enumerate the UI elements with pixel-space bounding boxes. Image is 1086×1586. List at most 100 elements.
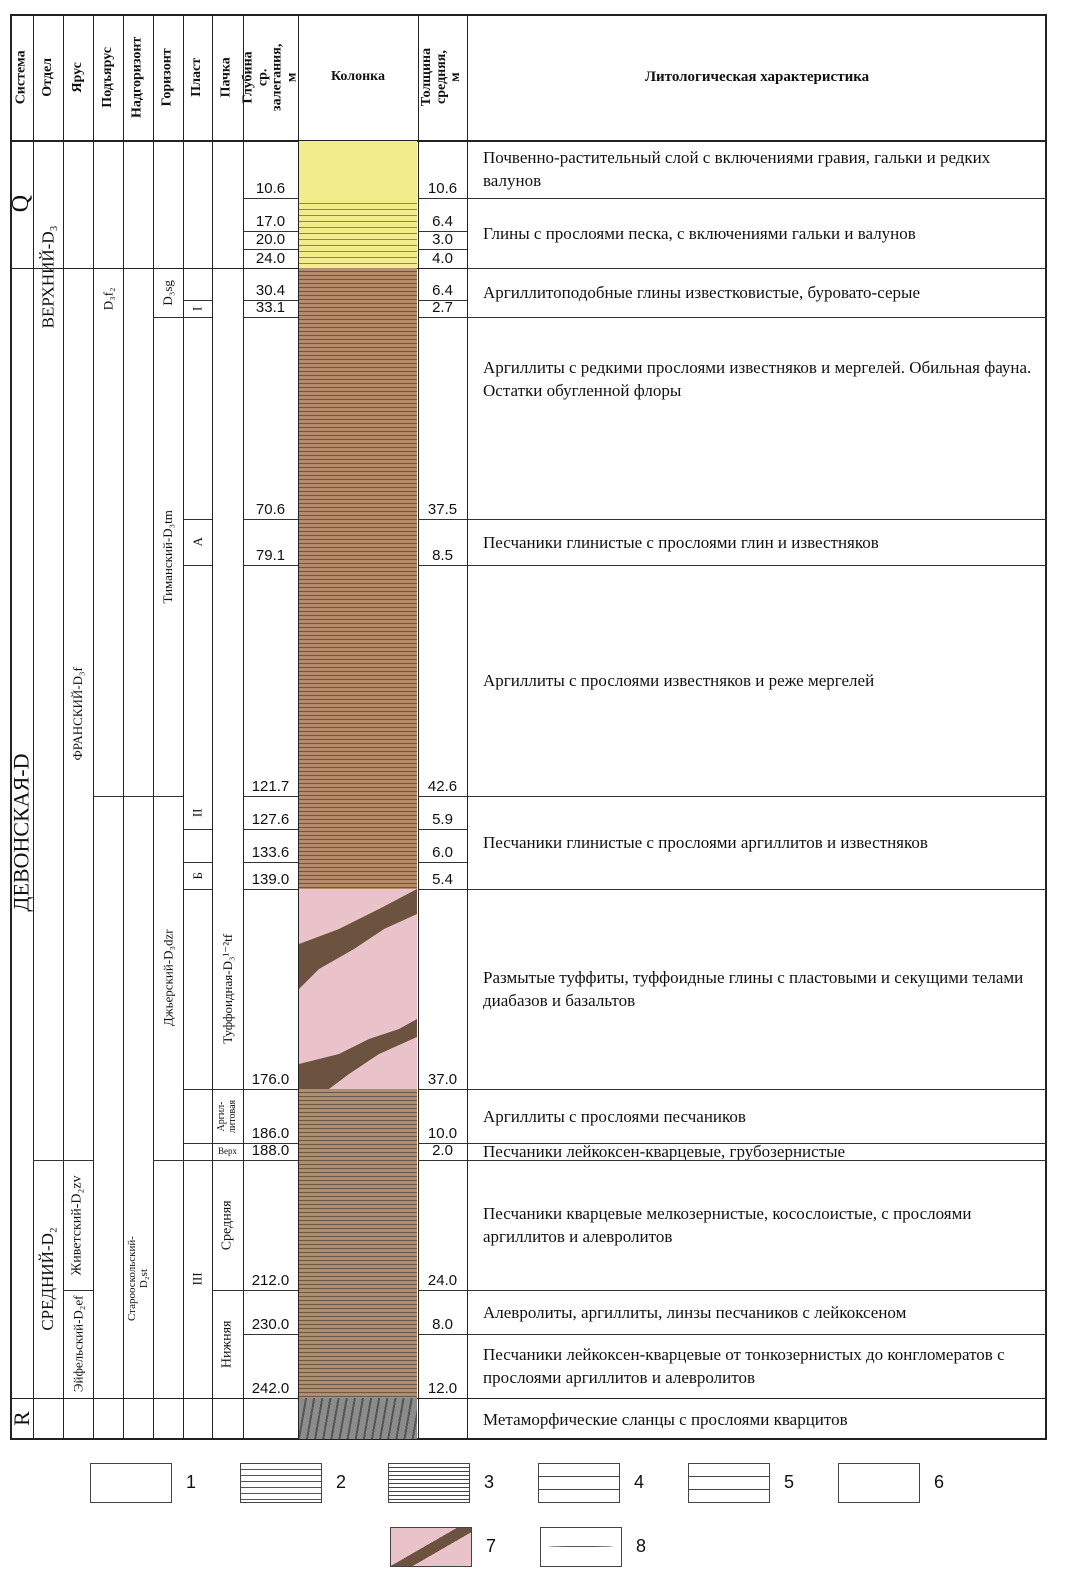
superhorizon-starooskol: Старооскольский-D₂st xyxy=(123,1160,153,1398)
header-depth: Глубина ср. залегания, м xyxy=(240,14,300,140)
member-upper: Верх xyxy=(212,1143,243,1160)
column-divider xyxy=(183,14,184,1440)
legend-swatch-sandstone xyxy=(240,1463,322,1503)
depth-line xyxy=(243,1334,298,1335)
superhorizon-starooskol-label: Старооскольский-D₂st xyxy=(125,1236,150,1322)
thickness-value: 2.0 xyxy=(432,1142,453,1159)
description-divider xyxy=(467,1089,1047,1090)
depth-value: 10.6 xyxy=(255,180,286,197)
cell-divider xyxy=(63,1290,93,1291)
thickness-value: 6.4 xyxy=(432,213,453,230)
layer-iii-label: III xyxy=(189,1272,205,1286)
thickness-line xyxy=(418,198,467,199)
division-middle-label: СРЕДНИЙ-D₂ xyxy=(38,1227,58,1331)
depth-line xyxy=(243,1143,298,1144)
horizon-sargaev-label: D₃sg xyxy=(160,279,176,306)
depth-value: 17.0 xyxy=(255,213,286,230)
header-layer-label: Пласт xyxy=(189,57,205,97)
thickness-value: 37.5 xyxy=(427,501,458,518)
band-clay-sand xyxy=(299,198,417,268)
lithology-description: Размытые туффиты, туффоидные глины с пла… xyxy=(483,968,1024,1010)
header-member: Пачка xyxy=(212,14,243,140)
thickness-value: 24.0 xyxy=(427,1272,458,1289)
lithology-description: Алевролиты, аргиллиты, линзы песчаников … xyxy=(483,1302,907,1322)
cell-divider xyxy=(183,889,212,890)
cell-divider xyxy=(153,1160,183,1161)
depth-value: 139.0 xyxy=(251,871,290,888)
cell-divider xyxy=(183,829,212,830)
cell-divider xyxy=(212,1290,243,1291)
depth-line xyxy=(243,231,298,232)
thickness-value: 4.0 xyxy=(432,250,453,267)
layer-i: I xyxy=(183,300,212,317)
legend-number: 7 xyxy=(486,1536,497,1556)
description-divider xyxy=(467,796,1047,797)
depth-value: 188.0 xyxy=(251,1142,290,1159)
layer-i-label: I xyxy=(189,306,205,311)
header-column: Колонка xyxy=(298,14,418,140)
legend-swatch-marl xyxy=(688,1463,770,1503)
header-superhorizon-label: Надгоризонт xyxy=(129,36,145,118)
thickness-line xyxy=(418,317,467,318)
division-upper-label: ВЕРХНИЙ-D₃ xyxy=(38,225,58,329)
column-divider xyxy=(93,14,94,1440)
header-substage-label: Подъярус xyxy=(99,46,115,108)
lithology-description: Песчаники кварцевые мелкозернистые, косо… xyxy=(483,1204,972,1246)
thickness-line xyxy=(418,1089,467,1090)
lithology-description: Песчаники лейкоксен-кварцевые от тонкозе… xyxy=(483,1345,1005,1387)
header-division-label: Отдел xyxy=(39,57,55,97)
horizon-sargaev: D₃sg xyxy=(153,268,183,317)
depth-value: 20.0 xyxy=(255,231,286,248)
header-thickness-label: Толщина средняя, м xyxy=(419,47,464,107)
layer-a-label: А xyxy=(189,537,205,547)
column-divider xyxy=(123,14,124,1440)
thickness-value: 12.0 xyxy=(427,1380,458,1397)
cell-divider xyxy=(93,796,183,797)
header-lithology-label: Литологическая характеристика xyxy=(644,68,870,85)
lithology-description: Аргиллиты с редкими прослоями известняко… xyxy=(483,357,1032,400)
thickness-value: 3.0 xyxy=(432,231,453,248)
cell-divider xyxy=(183,1089,212,1090)
cell-divider xyxy=(212,1089,243,1090)
header-lithology: Литологическая характеристика xyxy=(467,14,1047,140)
member-middle: Средняя xyxy=(212,1160,243,1290)
column-divider xyxy=(212,14,213,1440)
thickness-value: 5.4 xyxy=(432,871,453,888)
description-divider xyxy=(467,198,1047,199)
thickness-line xyxy=(418,1160,467,1161)
header-substage: Подъярус xyxy=(93,14,123,140)
legend-number: 1 xyxy=(186,1472,197,1492)
column-divider xyxy=(243,14,244,1440)
column-divider xyxy=(467,14,468,1440)
layer-iii: III xyxy=(183,1160,212,1398)
stage-givetian: Живетский-D₂zv xyxy=(63,1160,93,1290)
header-stage: Ярус xyxy=(63,14,93,140)
depth-value: 121.7 xyxy=(251,778,290,795)
thickness-line xyxy=(418,829,467,830)
header-division: Отдел xyxy=(33,14,63,140)
division-upper: ВЕРХНИЙ-D₃ xyxy=(33,225,63,1160)
cell-divider xyxy=(212,1160,243,1161)
member-tuffoid: Туффоидная-D₃¹⁻²tf xyxy=(212,889,243,1089)
thickness-line xyxy=(418,565,467,566)
depth-value: 24.0 xyxy=(255,250,286,267)
header-system: Система xyxy=(10,14,33,140)
thickness-value: 6.0 xyxy=(432,844,453,861)
depth-value: 242.0 xyxy=(251,1380,290,1397)
thickness-line xyxy=(418,231,467,232)
lithology-description: Глины с прослоями песка, с включениями г… xyxy=(483,223,916,243)
cell-divider xyxy=(183,300,212,301)
column-divider xyxy=(298,14,299,1440)
cell-divider xyxy=(183,862,212,863)
thickness-value: 37.0 xyxy=(427,1071,458,1088)
depth-line xyxy=(243,829,298,830)
legend-swatch-tuffite-with-basalt xyxy=(390,1527,472,1567)
system-r-label: R xyxy=(8,1411,34,1427)
depth-line xyxy=(243,317,298,318)
depth-line xyxy=(243,249,298,250)
header-depth-label: Глубина ср. залегания, м xyxy=(240,43,300,111)
depth-value: 127.6 xyxy=(251,811,290,828)
description-divider xyxy=(467,1160,1047,1161)
cell-divider xyxy=(153,317,183,318)
stage-eifelian: Эйфельский-D₂ef xyxy=(63,1290,93,1398)
